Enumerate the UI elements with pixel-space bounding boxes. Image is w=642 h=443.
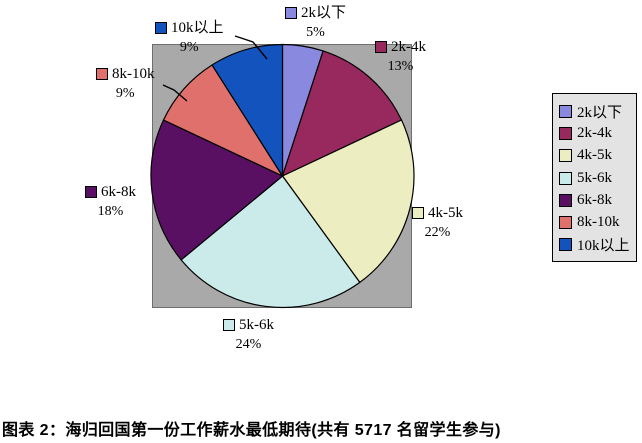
leader-line-over-10k bbox=[234, 35, 268, 60]
callout-percent: 13% bbox=[387, 58, 414, 74]
legend-label: 5k-6k bbox=[577, 169, 612, 186]
callout-2k-4k: 2k-4k 13% bbox=[375, 38, 426, 75]
pie-slice-4 bbox=[150, 119, 284, 261]
callout-label: 5k-6k bbox=[239, 317, 274, 333]
leader-line-8k-10k bbox=[162, 84, 188, 102]
callout-percent: 24% bbox=[235, 336, 262, 352]
pie-slice-1 bbox=[281, 50, 403, 177]
legend-label: 4k-5k bbox=[577, 147, 612, 164]
callout-over-10k: 10k以上 9% bbox=[155, 19, 224, 56]
callout-swatch-4k-5k bbox=[412, 207, 424, 220]
callout-swatch-6k-8k bbox=[85, 186, 97, 199]
callout-5k-6k: 5k-6k 24% bbox=[223, 316, 274, 353]
legend-item-4k-5k: 4k-5k bbox=[559, 145, 636, 167]
legend-label: 6k-8k bbox=[577, 191, 612, 208]
legend-item-over-10k: 10k以上 bbox=[559, 234, 636, 256]
callout-label: 10k以上 bbox=[171, 20, 224, 36]
callout-swatch-5k-6k bbox=[223, 319, 235, 332]
legend-item-under-2k: 2k以下 bbox=[559, 100, 636, 122]
callout-swatch-under-2k bbox=[285, 7, 297, 20]
legend-swatch-4k-5k bbox=[559, 149, 572, 163]
callout-percent: 22% bbox=[424, 224, 451, 240]
callout-under-2k: 2k以下 5% bbox=[285, 4, 346, 41]
callout-label: 8k-10k bbox=[112, 66, 155, 82]
callout-percent: 5% bbox=[306, 24, 325, 40]
callout-label: 2k以下 bbox=[301, 5, 347, 21]
legend-item-5k-6k: 5k-6k bbox=[559, 167, 636, 189]
figure-caption: 图表 2：海归回国第一份工作薪水最低期待(共有 5717 名留学生参与) bbox=[2, 422, 501, 439]
callout-swatch-over-10k bbox=[155, 22, 167, 35]
legend-label: 8k-10k bbox=[577, 214, 620, 231]
legend: 2k以下 2k-4k 4k-5k 5k-6k 6k-8k 8k-10k 10k以… bbox=[552, 93, 637, 262]
callout-swatch-2k-4k bbox=[375, 41, 387, 54]
pie-slice-6 bbox=[211, 43, 284, 177]
pie-slice-2 bbox=[281, 119, 415, 283]
legend-swatch-over-10k bbox=[559, 238, 572, 252]
legend-swatch-5k-6k bbox=[559, 171, 572, 185]
callout-6k-8k: 6k-8k 18% bbox=[85, 183, 136, 220]
legend-swatch-2k-4k bbox=[559, 126, 572, 140]
callout-label: 4k-5k bbox=[428, 205, 463, 221]
pie-slice-3 bbox=[180, 175, 361, 309]
legend-item-8k-10k: 8k-10k bbox=[559, 211, 636, 233]
legend-label: 10k以上 bbox=[577, 238, 630, 255]
callout-percent: 9% bbox=[179, 39, 199, 55]
callout-label: 2k-4k bbox=[391, 39, 426, 55]
callout-percent: 18% bbox=[97, 203, 124, 219]
legend-item-2k-4k: 2k-4k bbox=[559, 122, 636, 144]
legend-label: 2k以下 bbox=[577, 104, 623, 121]
legend-label: 2k-4k bbox=[577, 124, 612, 141]
legend-swatch-under-2k bbox=[559, 104, 572, 118]
legend-swatch-8k-10k bbox=[559, 216, 572, 230]
legend-swatch-6k-8k bbox=[559, 193, 572, 207]
legend-item-6k-8k: 6k-8k bbox=[559, 189, 636, 211]
callout-8k-10k: 8k-10k 9% bbox=[96, 65, 155, 102]
callout-swatch-8k-10k bbox=[96, 68, 108, 81]
callout-percent: 9% bbox=[115, 85, 135, 101]
callout-4k-5k: 4k-5k 22% bbox=[412, 204, 463, 241]
callout-label: 6k-8k bbox=[101, 184, 136, 200]
